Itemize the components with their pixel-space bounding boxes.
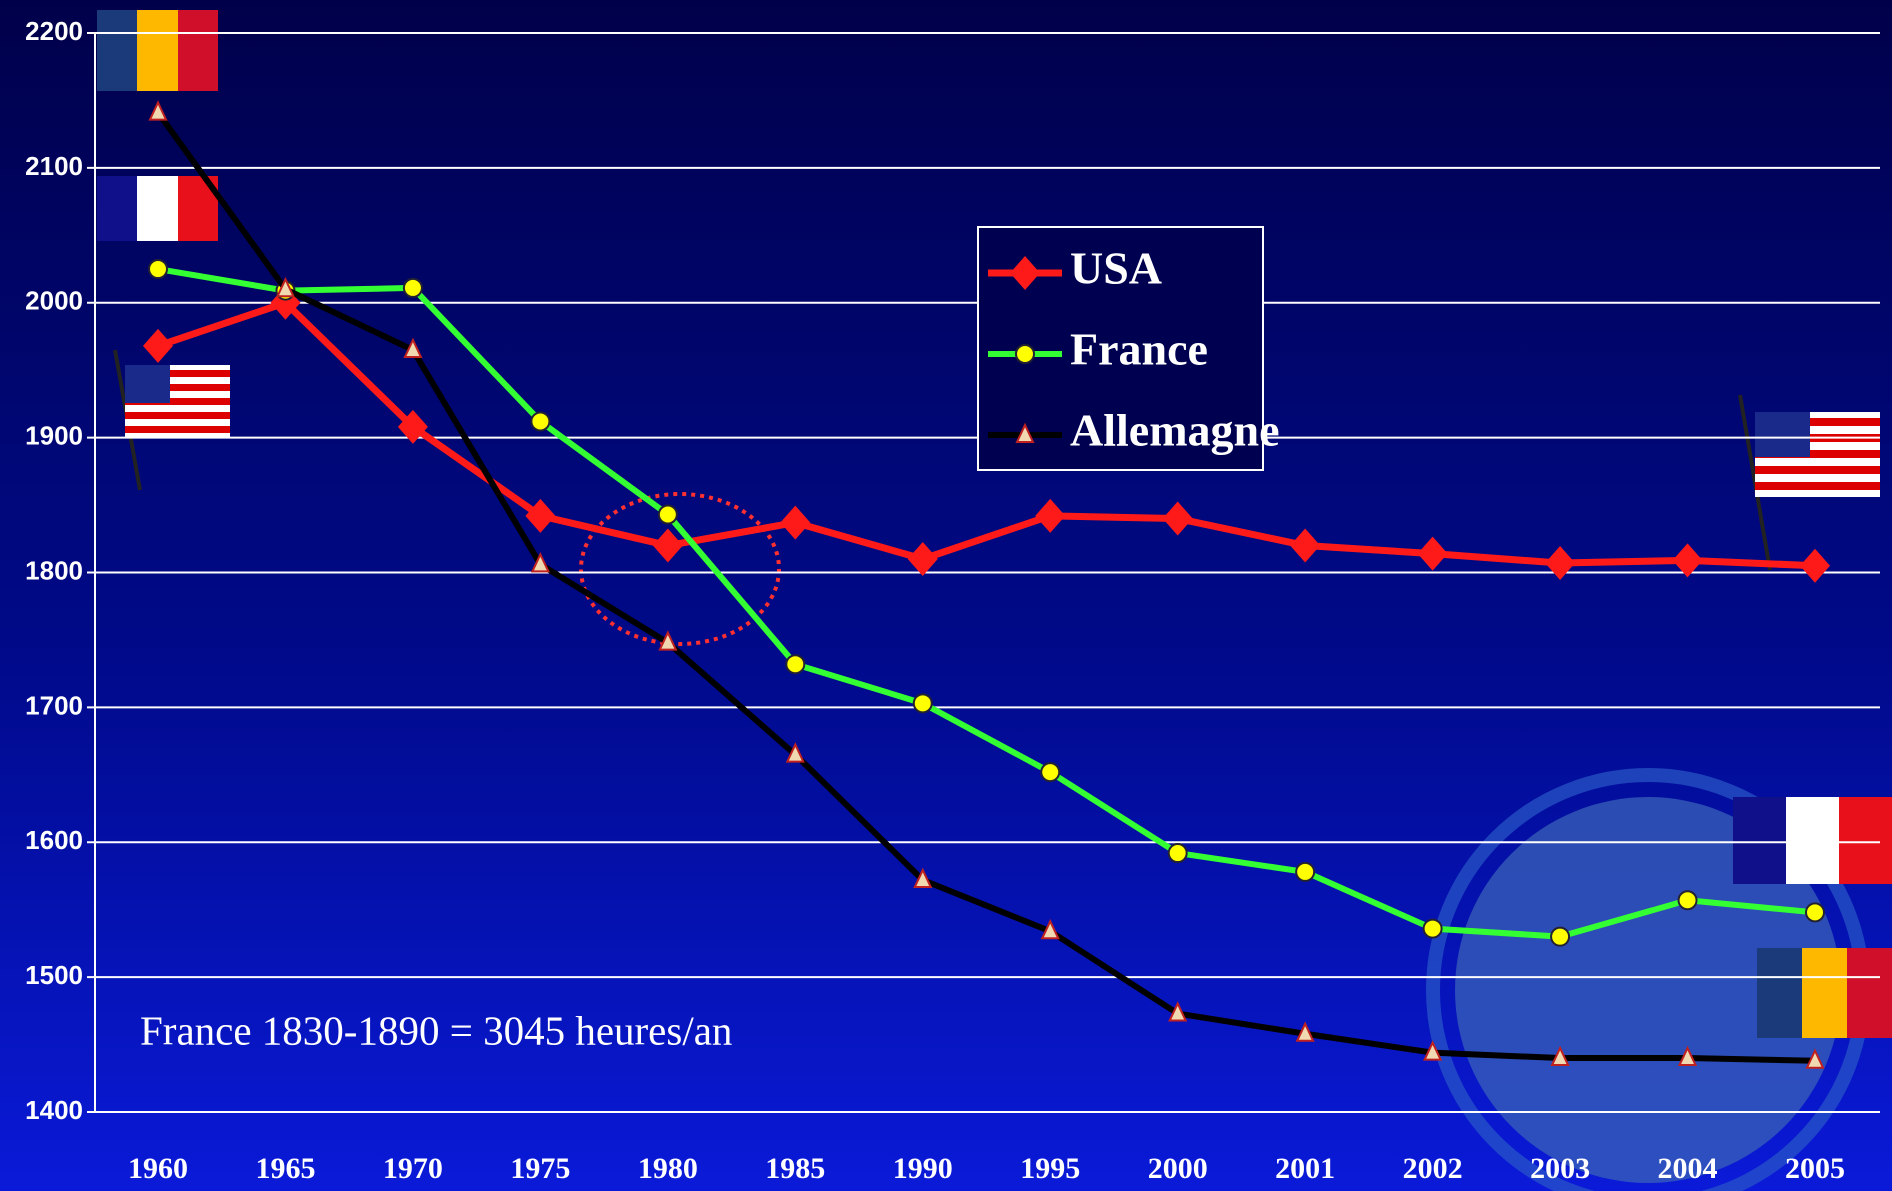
x-tick-label: 1975 xyxy=(510,1152,570,1185)
flag xyxy=(115,350,230,490)
flag xyxy=(1757,948,1892,1038)
marker xyxy=(1551,928,1569,946)
flag xyxy=(97,10,218,91)
marker xyxy=(150,103,166,120)
x-tick-label: 1995 xyxy=(1020,1152,1080,1185)
legend-marker xyxy=(1016,345,1034,363)
annotation: France 1830-1890 = 3045 heures/an xyxy=(140,1007,732,1053)
x-tick-label: 2005 xyxy=(1785,1152,1845,1185)
marker xyxy=(786,655,804,673)
marker xyxy=(1418,537,1448,571)
y-tick-label: 1600 xyxy=(25,825,83,855)
y-tick-label: 1800 xyxy=(25,555,83,585)
x-tick-label: 1970 xyxy=(383,1152,443,1185)
marker xyxy=(914,694,932,712)
y-tick-label: 2200 xyxy=(25,16,83,46)
chart: France 1830-1890 = 3045 heures/an 1400 15… xyxy=(0,0,1892,1191)
x-tick-label: 1965 xyxy=(255,1152,315,1185)
marker xyxy=(143,329,173,363)
x-tick-label: 2002 xyxy=(1403,1152,1463,1185)
marker xyxy=(659,506,677,524)
y-tick-label: 1700 xyxy=(25,690,83,720)
marker xyxy=(531,412,549,430)
marker xyxy=(404,279,422,297)
marker xyxy=(1035,499,1065,533)
x-tick-label: 1990 xyxy=(893,1152,953,1185)
flag xyxy=(1733,797,1892,884)
marker xyxy=(1169,844,1187,862)
y-tick-label: 1400 xyxy=(25,1095,83,1125)
marker xyxy=(908,542,938,576)
y-tick-label: 1900 xyxy=(25,421,83,451)
x-tick-label: 1985 xyxy=(765,1152,825,1185)
x-tick-label: 1960 xyxy=(128,1152,188,1185)
y-tick-label: 1500 xyxy=(25,960,83,990)
marker xyxy=(1163,502,1193,536)
legend-label: USA xyxy=(1070,243,1162,294)
marker xyxy=(1290,529,1320,563)
marker xyxy=(1806,903,1824,921)
marker xyxy=(1296,863,1314,881)
flag xyxy=(97,176,218,241)
marker xyxy=(149,260,167,278)
marker xyxy=(1041,763,1059,781)
marker xyxy=(653,529,683,563)
highlight-circle xyxy=(581,494,779,644)
legend: USA France Allemagne xyxy=(978,227,1280,470)
x-tick-label: 1980 xyxy=(638,1152,698,1185)
y-tick-label: 2000 xyxy=(25,286,83,316)
x-tick-label: 2001 xyxy=(1275,1152,1335,1185)
legend-label: Allemagne xyxy=(1070,405,1280,456)
marker xyxy=(525,499,555,533)
marker xyxy=(1545,546,1575,580)
legend-label: France xyxy=(1070,324,1208,375)
y-tick-label: 2100 xyxy=(25,151,83,181)
marker xyxy=(1679,891,1697,909)
x-tick-label: 2003 xyxy=(1530,1152,1590,1185)
x-tick-label: 2000 xyxy=(1148,1152,1208,1185)
x-tick-label: 2004 xyxy=(1658,1152,1718,1185)
flag xyxy=(1740,395,1880,570)
marker xyxy=(1800,549,1830,583)
marker xyxy=(1424,920,1442,938)
marker xyxy=(780,506,810,540)
